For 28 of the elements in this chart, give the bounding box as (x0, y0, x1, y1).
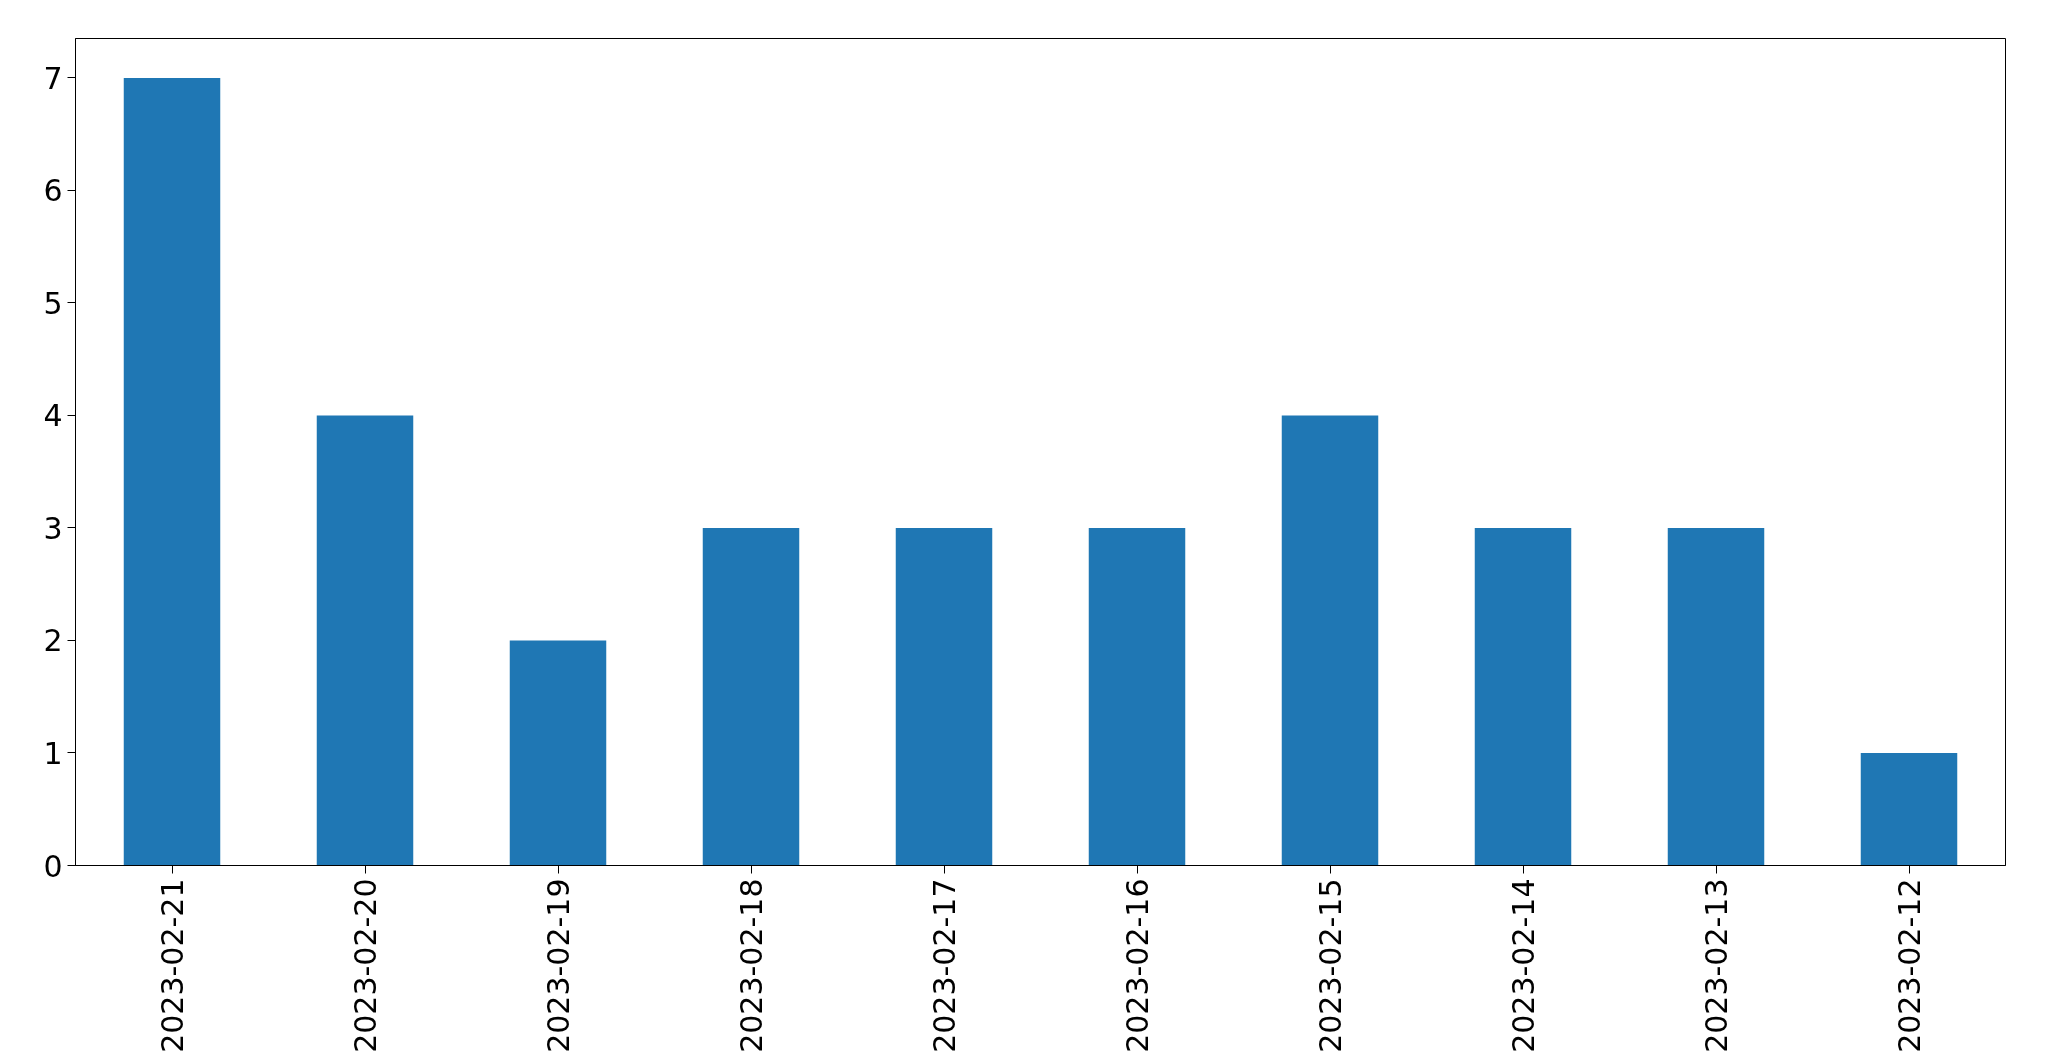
bar (702, 527, 800, 866)
x-tick-label: 2023-02-12 (1892, 878, 1927, 1053)
y-tick-label: 2 (43, 623, 63, 659)
bar (509, 640, 607, 866)
x-tick-label: 2023-02-14 (1506, 878, 1541, 1053)
y-tick-label: 5 (43, 285, 63, 321)
x-tick-label: 2023-02-21 (155, 878, 190, 1053)
bar (895, 527, 993, 866)
x-tick-label: 2023-02-13 (1699, 878, 1734, 1053)
x-tick-label: 2023-02-16 (1120, 878, 1155, 1053)
y-tick-label: 6 (43, 173, 63, 209)
y-tick-label: 4 (43, 398, 63, 434)
bar (1474, 527, 1572, 866)
bar (316, 415, 414, 866)
x-tick-label: 2023-02-19 (541, 878, 576, 1053)
y-tick-label: 3 (43, 510, 63, 546)
y-tick-label: 0 (43, 848, 63, 884)
bar (1667, 527, 1765, 866)
x-tick-label: 2023-02-20 (348, 878, 383, 1053)
x-tick-label: 2023-02-17 (927, 878, 962, 1053)
x-tick-label: 2023-02-18 (734, 878, 769, 1053)
y-tick-label: 1 (43, 735, 63, 771)
bar (123, 77, 221, 866)
bar (1860, 752, 1958, 866)
x-tick-label: 2023-02-15 (1313, 878, 1348, 1053)
bar (1088, 527, 1186, 866)
y-tick-label: 7 (43, 60, 63, 96)
bar (1281, 415, 1379, 866)
